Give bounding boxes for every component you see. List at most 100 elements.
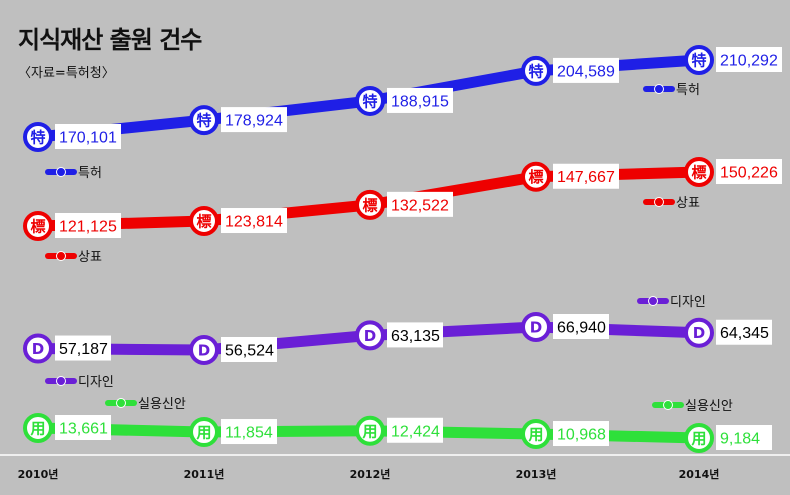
marker-glyph: 用 [196, 424, 211, 442]
data-label-box [553, 314, 609, 339]
legend-label: 상표 [78, 250, 102, 265]
data-point-marker [23, 333, 53, 364]
data-label-box [553, 421, 609, 447]
data-label-box [55, 124, 121, 149]
data-label: 150,226 [720, 165, 778, 182]
legend-label: 특허 [676, 83, 700, 98]
legend-dot [654, 197, 664, 207]
data-label: 63,135 [391, 328, 440, 345]
data-point-marker [521, 419, 551, 450]
chart-title: 지식재산 출원 건수 [18, 26, 202, 54]
data-point-marker [355, 415, 385, 446]
data-label: 204,589 [557, 63, 615, 80]
data-label: 11,854 [225, 425, 273, 442]
marker-glyph: 特 [30, 129, 45, 147]
marker-glyph: 標 [528, 168, 543, 186]
data-label: 170,101 [59, 130, 117, 147]
data-label: 64,345 [720, 325, 769, 342]
legend-dot [648, 296, 658, 306]
data-point-marker [684, 423, 714, 453]
data-point-marker [189, 335, 219, 365]
data-label-box [387, 417, 443, 443]
data-label-box [387, 322, 443, 348]
data-label: 210,292 [720, 53, 778, 70]
series-상표: 標 121,125 標 123,814 標 132,522 標 147,667 標 150,226… [23, 157, 782, 265]
data-point-marker [189, 105, 219, 136]
marker-glyph: 特 [528, 62, 543, 80]
data-label: 9,184 [720, 431, 760, 448]
data-label: 123,814 [225, 214, 283, 231]
marker-glyph: 用 [691, 430, 706, 448]
legend-dot [56, 167, 66, 177]
data-label-box [387, 191, 453, 217]
legend-dot [116, 398, 126, 408]
x-tick-label: 2012년 [350, 467, 391, 481]
data-point-marker [684, 157, 714, 187]
data-label-box [387, 87, 453, 113]
legend-label: 디자인 [670, 295, 706, 310]
marker-glyph: 標 [30, 218, 45, 236]
data-label: 147,667 [557, 169, 615, 186]
data-label: 57,187 [59, 341, 108, 358]
marker-glyph: 標 [362, 196, 377, 214]
legend-label: 실용신안 [685, 399, 733, 414]
data-point-marker [189, 206, 219, 237]
marker-glyph: D [530, 319, 542, 337]
data-label: 10,968 [557, 427, 606, 444]
marker-glyph: D [364, 327, 376, 345]
data-label: 13,661 [59, 421, 108, 438]
legend-dot [56, 251, 66, 261]
data-point-marker [521, 312, 551, 342]
data-label-box [55, 415, 111, 440]
data-label: 12,424 [391, 423, 440, 440]
marker-glyph: 標 [691, 164, 706, 182]
legend-label: 디자인 [78, 375, 114, 390]
data-point-marker [684, 45, 714, 75]
data-label-box [716, 319, 772, 345]
data-point-marker [23, 211, 53, 241]
legend-dot [654, 84, 664, 94]
data-point-marker [23, 122, 53, 152]
x-tick-label: 2011년 [184, 467, 225, 481]
series-특허: 特 170,101 特 178,924 特 188,915 特 204,589 特 210,292… [23, 45, 782, 181]
legend-dot [56, 376, 66, 386]
data-label-box [716, 159, 782, 184]
data-point-marker [684, 317, 714, 348]
data-label: 188,915 [391, 93, 449, 110]
data-label: 178,924 [225, 113, 283, 130]
data-label-box [55, 335, 111, 361]
marker-glyph: 用 [30, 420, 45, 438]
data-point-marker [189, 417, 219, 448]
marker-glyph: D [693, 324, 705, 342]
legend-label: 상표 [676, 196, 700, 211]
marker-glyph: 特 [691, 52, 706, 70]
x-tick-label: 2014년 [679, 467, 720, 481]
data-label-box [553, 163, 619, 189]
data-label-box [553, 57, 619, 83]
data-label-box [221, 208, 287, 234]
data-label-box [55, 213, 121, 238]
legend-label: 특허 [78, 166, 102, 181]
x-tick-label: 2010년 [18, 467, 59, 481]
data-label-box [221, 337, 277, 362]
legend-dot [663, 400, 673, 410]
series-실용신안: 用 13,661 用 11,854 用 12,424 用 10,968 用 9,184 실용신안 실용… [23, 397, 772, 453]
data-label: 132,522 [391, 197, 449, 214]
marker-glyph: 標 [196, 213, 211, 231]
data-point-marker [355, 85, 385, 116]
data-point-marker [23, 413, 53, 443]
data-label: 121,125 [59, 219, 117, 236]
marker-glyph: 用 [362, 422, 377, 440]
data-label: 56,524 [225, 343, 274, 360]
data-label: 66,940 [557, 320, 606, 337]
marker-glyph: D [198, 342, 210, 360]
x-tick-label: 2013년 [516, 467, 557, 481]
data-label-box [221, 419, 277, 445]
chart-source-note: 〈자료=특허청〉 [18, 66, 115, 81]
legend-label: 실용신안 [138, 397, 186, 412]
data-point-marker [355, 320, 385, 351]
data-label-box [221, 107, 287, 133]
marker-glyph: D [32, 340, 44, 358]
